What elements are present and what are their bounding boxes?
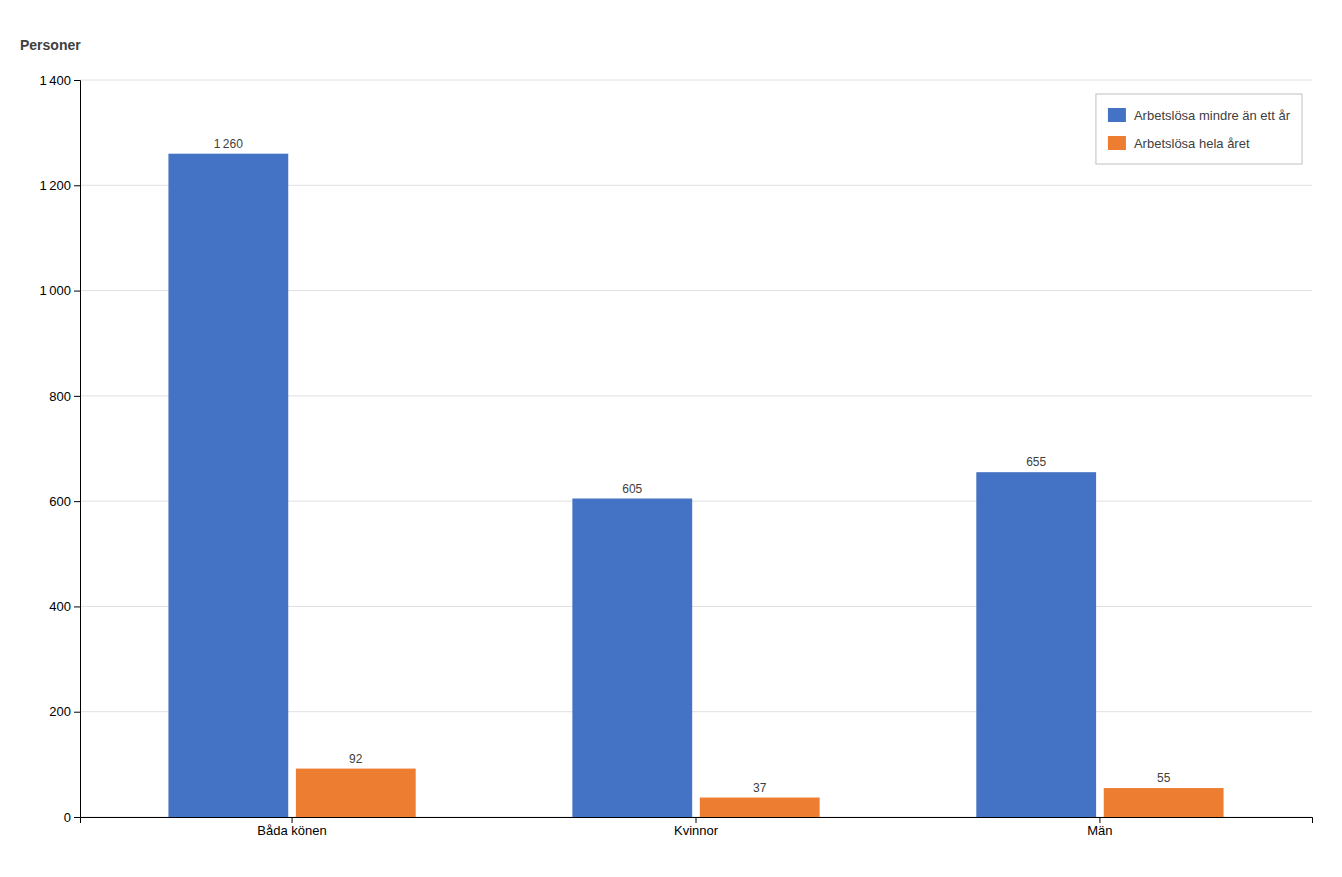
data-label: 55 xyxy=(1157,771,1171,785)
legend-item: Arbetslösa mindre än ett år xyxy=(1108,108,1291,123)
data-label: 1 260 xyxy=(214,137,243,151)
data-label: 655 xyxy=(1026,455,1046,469)
x-tick-mark xyxy=(292,817,293,823)
x-tick-label: Män xyxy=(1087,823,1112,838)
y-tick-mark xyxy=(74,80,80,81)
y-tick-label: 1 200 xyxy=(39,178,71,193)
y-axis: 0 200 400 600 800 1 000 1 200 1 400 xyxy=(39,73,80,825)
y-tick-mark xyxy=(74,501,80,502)
bar xyxy=(976,472,1096,817)
y-tick: 1 200 xyxy=(39,178,80,193)
y-tick-mark xyxy=(74,606,80,607)
y-tick-mark xyxy=(74,712,80,713)
y-tick-label: 0 xyxy=(64,810,71,825)
y-tick-label: 1 400 xyxy=(39,73,71,88)
data-label: 37 xyxy=(753,781,767,795)
y-tick-mark xyxy=(74,817,80,818)
x-tick: Båda könen xyxy=(257,817,326,838)
bar-series xyxy=(296,769,1224,817)
y-tick-label: 200 xyxy=(49,704,71,719)
bar xyxy=(700,798,820,817)
y-tick-label: 800 xyxy=(49,389,71,404)
legend-swatch xyxy=(1108,136,1126,150)
bar xyxy=(572,499,692,817)
x-tick-label: Kvinnor xyxy=(674,823,719,838)
bar xyxy=(296,769,416,817)
y-tick-mark xyxy=(74,396,80,397)
y-tick: 200 xyxy=(49,704,80,719)
y-tick: 800 xyxy=(49,389,80,404)
legend-item: Arbetslösa hela året xyxy=(1108,136,1250,151)
y-tick-label: 1 000 xyxy=(39,283,71,298)
x-tick-mark xyxy=(696,817,697,823)
chart-container: 0 200 400 600 800 1 000 1 200 1 400 Båda könen Kv… xyxy=(0,0,1342,877)
x-axis: Båda könen Kvinnor Män xyxy=(81,817,1313,838)
x-tick: Kvinnor xyxy=(674,817,719,838)
x-axis-line xyxy=(81,818,1313,824)
legend-frame xyxy=(1096,94,1302,164)
bar xyxy=(1104,788,1224,817)
x-tick-label: Båda könen xyxy=(257,823,326,838)
y-tick: 600 xyxy=(49,494,80,509)
y-tick: 400 xyxy=(49,599,80,614)
y-tick: 1 400 xyxy=(39,73,80,88)
y-tick: 0 xyxy=(64,810,80,825)
y-tick-mark xyxy=(74,185,80,186)
chart: 0 200 400 600 800 1 000 1 200 1 400 Båda könen Kv… xyxy=(0,0,1342,877)
legend: Arbetslösa mindre än ett år Arbetslösa he… xyxy=(1096,94,1302,164)
data-label: 605 xyxy=(622,482,642,496)
y-axis-line xyxy=(74,81,81,818)
grid-line xyxy=(80,80,1312,81)
legend-label: Arbetslösa mindre än ett år xyxy=(1134,108,1291,123)
data-label: 92 xyxy=(349,752,363,766)
y-tick-mark xyxy=(74,291,80,292)
legend-label: Arbetslösa hela året xyxy=(1134,136,1250,151)
data-labels: 1 260 605 655 92 37 55 xyxy=(214,137,1171,795)
bar xyxy=(168,154,288,817)
x-tick: Män xyxy=(1087,817,1112,838)
legend-swatch xyxy=(1108,108,1126,122)
grid xyxy=(80,80,1312,817)
y-axis-title: Personer xyxy=(20,37,81,53)
plot: 0 200 400 600 800 1 000 1 200 1 400 Båda könen Kv… xyxy=(39,73,1312,839)
y-tick-label: 400 xyxy=(49,599,71,614)
bar-series xyxy=(168,154,1096,817)
y-tick-label: 600 xyxy=(49,494,71,509)
y-tick: 1 000 xyxy=(39,283,80,298)
x-tick-mark xyxy=(1099,817,1100,823)
bars xyxy=(168,154,1223,817)
